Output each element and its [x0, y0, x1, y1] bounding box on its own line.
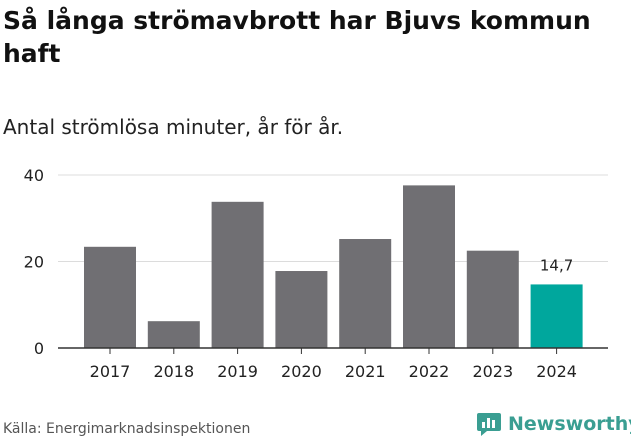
x-tick-label: 2018: [153, 362, 194, 381]
x-tick-label: 2020: [281, 362, 322, 381]
source-note: Källa: Energimarknadsinspektionen: [3, 421, 251, 437]
chart-subtitle: Antal strömlösa minuter, år för år.: [3, 115, 344, 139]
bar: [530, 284, 583, 348]
y-tick-label: 20: [24, 253, 44, 272]
bar: [403, 185, 455, 348]
bar: [275, 271, 328, 348]
x-tick-label: 2021: [345, 362, 386, 381]
newsworthy-logo-icon: [477, 413, 501, 436]
bar: [147, 321, 200, 348]
x-tick-label: 2017: [90, 362, 131, 381]
brand-logo: Newsworthy: [476, 409, 631, 439]
bar-chart: 0 20 40 2017 2018 2019 2020 2021 2022 2023 2024 14,…: [24, 166, 608, 381]
x-tick-label: 2022: [409, 362, 450, 381]
chart-title: Så långa strömavbrott har Bjuvs kommun h…: [3, 6, 591, 68]
bar: [84, 246, 136, 348]
brand-name: Newsworthy: [508, 413, 631, 435]
x-tick-label: 2019: [217, 362, 258, 381]
x-tick-label: 2024: [536, 362, 577, 381]
x-tick-label: 2023: [472, 362, 513, 381]
y-tick-label: 0: [34, 339, 44, 358]
y-tick-label: 40: [24, 166, 44, 185]
bar: [339, 239, 392, 348]
bar: [211, 201, 264, 348]
data-label: 14,7: [540, 256, 573, 274]
bar: [466, 250, 519, 348]
